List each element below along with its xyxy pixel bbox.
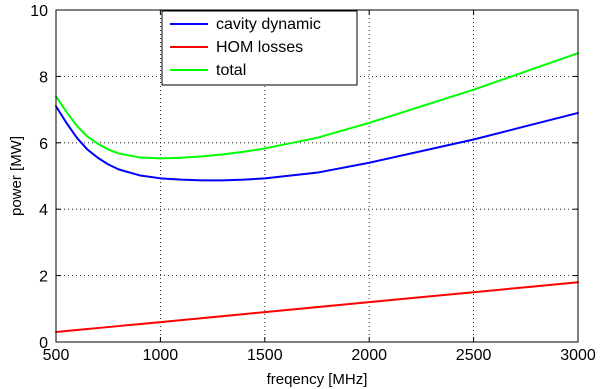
y-axis-label: power [MW] [8, 136, 25, 216]
series-layer [55, 52, 579, 334]
x-tick-label: 1500 [247, 347, 283, 364]
x-tick-label: 2500 [456, 347, 492, 364]
legend-label-cavity-dynamic: cavity dynamic [216, 16, 321, 33]
legend-label-hom-losses: HOM losses [216, 39, 303, 56]
y-tick-label: 10 [30, 3, 48, 20]
series-line-cavity-dynamic [55, 105, 579, 182]
plot-frame [55, 9, 579, 343]
x-tick-label: 2000 [351, 347, 387, 364]
ticks: 500 1000 1500 2000 2500 3000 0 2 4 6 8 10 [30, 3, 596, 364]
x-tick-label: 1000 [143, 347, 179, 364]
y-tick-label: 6 [39, 136, 48, 153]
legend: cavity dynamic HOM losses total [161, 10, 358, 86]
x-tick-label: 500 [43, 347, 70, 364]
x-tick-label: 3000 [560, 347, 596, 364]
y-tick-label: 0 [39, 335, 48, 352]
legend-label-total: total [216, 62, 246, 79]
y-tick-label: 8 [39, 69, 48, 86]
series-line-hom-losses [55, 281, 579, 334]
x-axis-label: freqency [MHz] [267, 371, 368, 388]
y-tick-label: 2 [39, 269, 48, 286]
series-line-total [55, 52, 579, 160]
y-tick-label: 4 [39, 202, 48, 219]
